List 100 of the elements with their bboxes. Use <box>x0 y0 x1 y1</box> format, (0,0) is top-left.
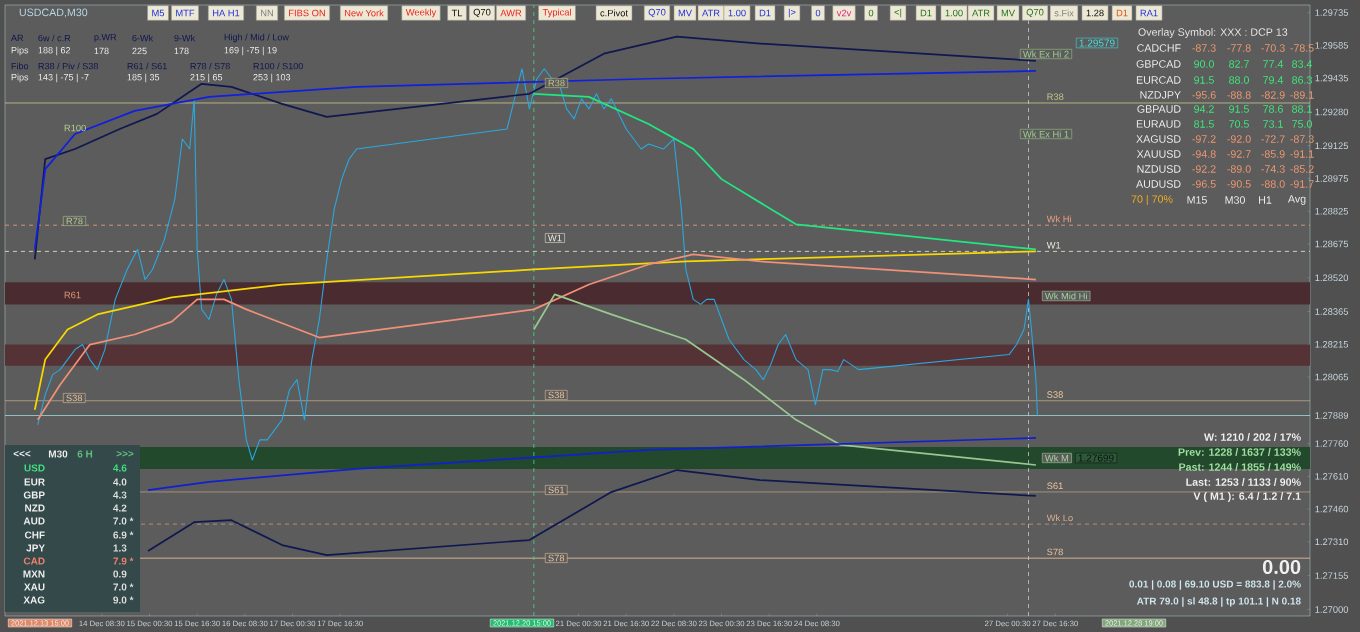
annotation: 0 <box>815 9 821 17</box>
annotation: FIBS ON <box>289 9 325 17</box>
annotation: NZD <box>25 504 45 512</box>
annotation: p.WR <box>94 33 117 43</box>
annotation: XAUUSD <box>1136 150 1181 158</box>
annotation: 6.9 * <box>113 531 134 539</box>
annotation: Weekly <box>405 8 437 18</box>
annotation: AUD <box>23 517 45 525</box>
annotation: M15 <box>1187 196 1207 204</box>
annotation: 91.5 <box>1229 105 1249 113</box>
y-tick-label: 1.28520 <box>1315 274 1349 282</box>
y-tick-label: 1.27000 <box>1315 606 1349 613</box>
annotation: GBPCAD <box>1136 60 1181 68</box>
annotation: -77.8 <box>1227 44 1251 52</box>
annotation: 143 | -75 | -7 <box>38 73 89 83</box>
annotation: Wk M <box>1044 454 1069 462</box>
annotation: MV <box>1001 9 1015 17</box>
annotation: Overlay Symbol: XXX : DCP 13 <box>1138 28 1288 38</box>
annotation: Last: 1253 / 1133 / 90% <box>1186 478 1301 486</box>
annotation: NZDJPY <box>1140 91 1181 99</box>
annotation: >>> <box>116 451 134 457</box>
annotation: D1 <box>759 9 771 17</box>
y-tick-label: 1.28825 <box>1315 207 1349 215</box>
annotation: NZDUSD <box>1137 165 1181 173</box>
annotation: s.Fix <box>1054 9 1074 17</box>
annotation: R61 <box>64 291 81 299</box>
annotation: -96.5 <box>1192 180 1216 188</box>
annotation: 0 <box>868 9 874 17</box>
annotation: 188 | 62 <box>38 46 71 56</box>
annotation: 1.27699 <box>1078 454 1114 462</box>
annotation: D1 <box>1116 9 1128 17</box>
annotation: 178 <box>174 47 189 55</box>
y-tick-label: 1.28215 <box>1315 341 1349 348</box>
annotation: MTF <box>176 9 195 17</box>
annotation: M30 <box>48 450 68 458</box>
annotation: 78.6 <box>1263 105 1283 113</box>
y-tick-label: 1.27889 <box>1315 412 1349 419</box>
ref-line-label: R38 <box>1047 93 1064 101</box>
annotation: Q70 <box>473 8 491 18</box>
annotation: Fibo <box>11 62 29 70</box>
annotation: 1.00 <box>728 9 746 17</box>
annotation: -95.6 <box>1192 91 1216 99</box>
annotation: MV <box>678 9 692 17</box>
y-tick-label: 1.29125 <box>1315 142 1349 150</box>
y-tick-label: 1.27310 <box>1315 538 1349 546</box>
annotation: Past: 1244 / 1855 / 149% <box>1179 463 1301 471</box>
annotation: NN <box>261 9 273 17</box>
annotation: 4.0 <box>113 478 127 486</box>
y-tick-label: 1.28675 <box>1315 240 1349 248</box>
annotation: -78.5 <box>1290 44 1314 52</box>
annotation: Q70 <box>648 8 666 18</box>
annotation: 0.00 <box>1262 559 1301 575</box>
annotation: 0.9 <box>113 570 127 578</box>
y-tick-label: 1.29585 <box>1315 42 1349 49</box>
annotation: -88.0 <box>1261 180 1285 188</box>
annotation: 178 <box>94 47 109 55</box>
annotation: New York <box>344 9 384 17</box>
annotation: -90.5 <box>1227 180 1251 188</box>
annotation: 253 | 103 <box>253 73 291 83</box>
annotation: -85.2 <box>1290 165 1314 173</box>
ref-line-label: S38 <box>1047 391 1063 398</box>
annotation: -74.3 <box>1261 165 1285 173</box>
annotation: -88.8 <box>1227 91 1251 99</box>
annotation: R100 <box>64 124 86 132</box>
annotation: USD <box>24 464 45 472</box>
annotation: 77.4 <box>1263 60 1284 68</box>
annotation: GBPAUD <box>1137 105 1181 113</box>
y-tick-label: 1.28065 <box>1315 373 1349 381</box>
annotation: CAD <box>23 557 45 565</box>
annotation: -92.0 <box>1227 135 1251 143</box>
annotation: -70.3 <box>1261 44 1285 52</box>
annotation: 9.0 * <box>113 596 134 604</box>
annotation: 7.0 * <box>113 517 134 525</box>
annotation: XAG <box>23 596 45 604</box>
annotation: 83.4 <box>1292 60 1313 68</box>
annotation: M5 <box>152 9 165 17</box>
annotation: -85.9 <box>1261 150 1285 158</box>
annotation: c.Pivot <box>600 9 628 17</box>
annotation: Typical <box>542 8 571 18</box>
annotation: 70 | 70% <box>1131 194 1173 205</box>
annotation: S38 <box>66 394 83 402</box>
annotation: Avg <box>1287 195 1306 205</box>
annotation: v2v <box>836 9 852 17</box>
annotation: 185 | 35 <box>127 73 160 83</box>
annotation: H1 <box>1259 196 1272 204</box>
annotation: 94.2 <box>1194 105 1214 113</box>
annotation: <| <box>894 8 902 18</box>
y-tick-label: 1.27155 <box>1315 572 1349 579</box>
y-tick-label: 1.29280 <box>1315 108 1349 116</box>
annotation: EURCAD <box>1136 76 1181 84</box>
y-tick-label: 1.29435 <box>1315 74 1349 82</box>
annotation: AUDUSD <box>1136 180 1181 188</box>
annotation: -87.3 <box>1192 44 1216 52</box>
annotation: High / Mid / Low <box>224 33 289 43</box>
annotation: TL <box>451 9 463 17</box>
annotation: 4.2 <box>113 504 127 512</box>
annotation: -92.7 <box>1227 150 1251 158</box>
annotation: R61 / S61 <box>127 62 167 70</box>
annotation: 7.0 * <box>113 583 134 591</box>
annotation: -94.8 <box>1192 150 1216 158</box>
